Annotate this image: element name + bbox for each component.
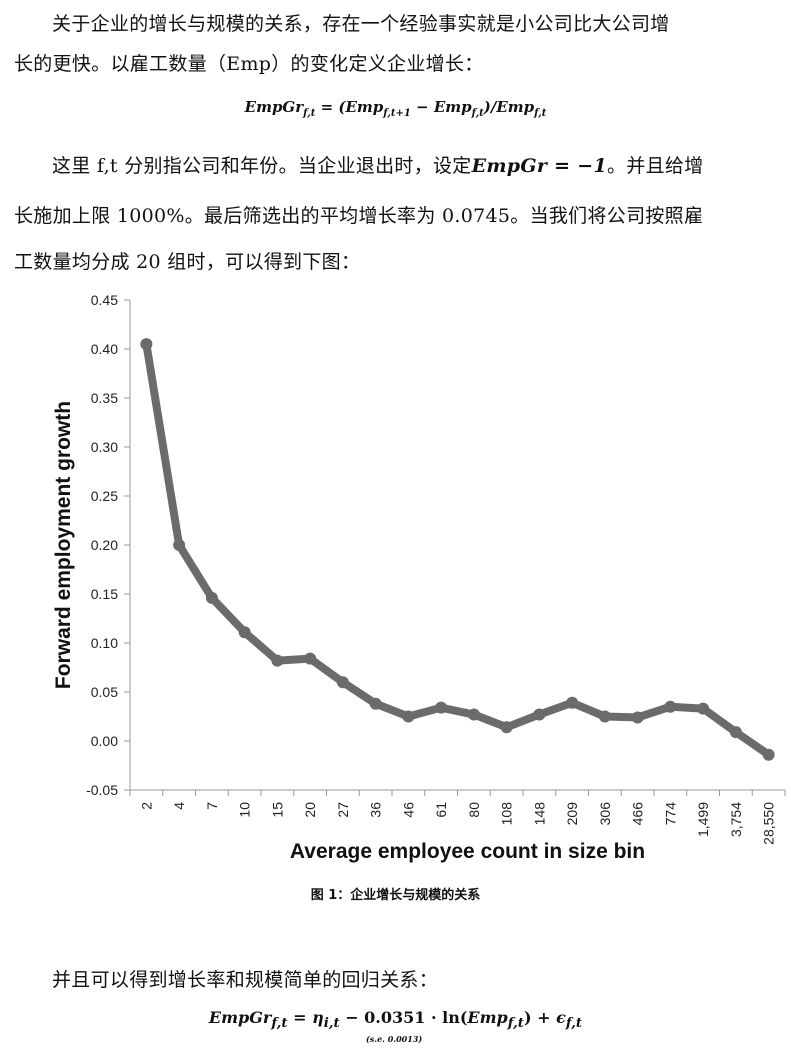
eq1-t1-sub: f,t+1 (383, 108, 411, 119)
growth-definition-equation: EmpGrf,t = (Empf,t+1 − Empf,t)/Empf,t (0, 98, 791, 119)
eq1-lhs-sub: f,t (303, 108, 316, 119)
paragraph-2-line-1: 这里 f,t 分别指公司和年份。当企业退出时，设定EmpGr = −1。并且给增 (14, 142, 774, 190)
eq2-emp: Emp (467, 1008, 508, 1027)
data-point (631, 711, 644, 724)
y-tick-label: 0.30 (91, 439, 118, 455)
x-tick-label: 4 (171, 802, 187, 810)
eq1-lhs: EmpGr (244, 98, 304, 116)
data-point (402, 710, 415, 723)
data-point (566, 696, 579, 709)
chart-svg: -0.05 0.00 0.05 0.10 0.15 0.20 0.25 0.30 0.35 0.4… (52, 292, 786, 863)
y-axis-title: Forward employment growth (52, 401, 75, 689)
eq2-eq: = (287, 1008, 313, 1027)
x-tick-label: 466 (630, 802, 646, 826)
data-point (467, 708, 480, 721)
y-tick-label: 0.15 (91, 586, 118, 602)
eq2-lhs-sub: f,t (271, 1015, 288, 1032)
data-point (369, 697, 382, 710)
data-point (598, 710, 611, 723)
growth-size-chart: -0.05 0.00 0.05 0.10 0.15 0.20 0.25 0.30 0.35 0.4… (0, 280, 791, 870)
paragraph-1-line-2: 长的更快。以雇工数量（Emp）的变化定义企业增长： (14, 53, 484, 75)
y-tick-label: 0.05 (91, 684, 118, 700)
eq1-t2: Emp (433, 98, 472, 116)
eq2-eta: η (312, 1008, 324, 1027)
data-point (762, 748, 775, 761)
y-tick-label: 0.10 (91, 635, 118, 651)
x-tick-label: 10 (237, 802, 253, 818)
eq2-eps-sub: f,t (565, 1015, 583, 1032)
standard-error-note: (s.e. 0.0013) (366, 1034, 423, 1044)
y-tick-label: 0.20 (91, 537, 118, 553)
eq2-emp-sub: f,t (507, 1015, 524, 1032)
eq1-t1: Emp (345, 98, 384, 116)
x-tick-label: 20 (302, 802, 318, 818)
paragraph-2-line-2: 长施加上限 1000%。最后筛选出的平均增长率为 0.0745。当我们将公司按照… (14, 205, 704, 227)
regression-equation: EmpGrf,t = ηi,t − 0.0351 · ln(Empf,t) + … (0, 1008, 791, 1031)
data-point (697, 702, 710, 715)
x-tick-label: 148 (531, 802, 547, 826)
data-point (140, 338, 153, 351)
y-tick-label: 0.25 (91, 488, 118, 504)
paragraph-1-line-1: 关于企业的增长与规模的关系，存在一个经验事实就是小公司比大公司增 (52, 13, 670, 35)
data-point (173, 539, 186, 551)
p2-inline-math: EmpGr = −1 (471, 155, 608, 177)
eq2-plus: ) + (523, 1008, 557, 1027)
x-tick-label: 108 (499, 802, 515, 826)
data-point (205, 591, 218, 604)
data-point (238, 626, 251, 639)
y-tick-label: 0.40 (91, 341, 118, 357)
series-line (142, 340, 773, 759)
x-tick-label: 306 (597, 802, 613, 826)
x-tick-label: 80 (466, 802, 482, 818)
x-tick-label: 774 (662, 802, 678, 826)
data-point (271, 654, 284, 667)
x-tick-label: 209 (564, 802, 580, 826)
figure-caption: 图 1：企业增长与规模的关系 (310, 888, 481, 903)
x-tick-label: 2 (138, 802, 154, 810)
x-tick-label: 15 (269, 802, 285, 818)
data-point (533, 708, 546, 721)
data-point (500, 721, 513, 734)
data-point (336, 676, 349, 689)
eq2-minus: − (339, 1008, 365, 1027)
eq2-dot: · ln( (425, 1008, 468, 1027)
eq2-eta-sub: i,t (323, 1015, 340, 1032)
data-point (729, 726, 742, 739)
x-tick-label: 7 (204, 802, 220, 810)
eq2-coef: 0.0351 (364, 1008, 426, 1027)
eq1-close: )/ (483, 98, 497, 116)
data-point (304, 652, 317, 665)
x-tick-label: 27 (335, 802, 351, 818)
eq1-t2-sub: f,t (471, 108, 484, 119)
y-tick-label: 0.35 (91, 390, 118, 406)
paragraph-3: 并且可以得到增长率和规模简单的回归关系： (52, 969, 439, 991)
paragraph-2-line-3: 工数量均分成 20 组时，可以得到下图： (14, 251, 361, 273)
y-axis-ticks: -0.05 0.00 0.05 0.10 0.15 0.20 0.25 0.30 0.35 0.4… (86, 292, 130, 798)
p2-text-a: 这里 f,t 分别指公司和年份。当企业退出时，设定 (52, 155, 472, 177)
series-points (140, 338, 775, 761)
x-tick-label: 1,499 (695, 802, 711, 837)
x-axis-ticks: 2 4 7 10 15 20 27 36 46 61 80 108 148 209 306 466 774 1,4… (129, 790, 786, 845)
eq1-minus: − (410, 98, 434, 116)
x-axis-title: Average employee count in size bin (290, 840, 645, 863)
x-tick-label: 46 (400, 802, 416, 818)
y-tick-label: -0.05 (86, 782, 118, 798)
data-point (435, 701, 448, 714)
eq2-lhs: EmpGr (208, 1008, 272, 1027)
y-tick-label: 0.00 (91, 733, 118, 749)
x-tick-label: 28,550 (761, 802, 777, 845)
eq1-t3-sub: f,t (534, 108, 547, 119)
eq1-eq: = ( (315, 98, 346, 116)
x-tick-label: 3,754 (728, 802, 744, 837)
x-tick-label: 36 (368, 802, 384, 818)
x-tick-label: 61 (433, 802, 449, 818)
data-point (664, 700, 677, 713)
eq1-t3: Emp (496, 98, 535, 116)
p2-text-b: 。并且给增 (607, 155, 704, 177)
eq2-eps: ϵ (556, 1008, 566, 1027)
y-tick-label: 0.45 (91, 292, 118, 308)
